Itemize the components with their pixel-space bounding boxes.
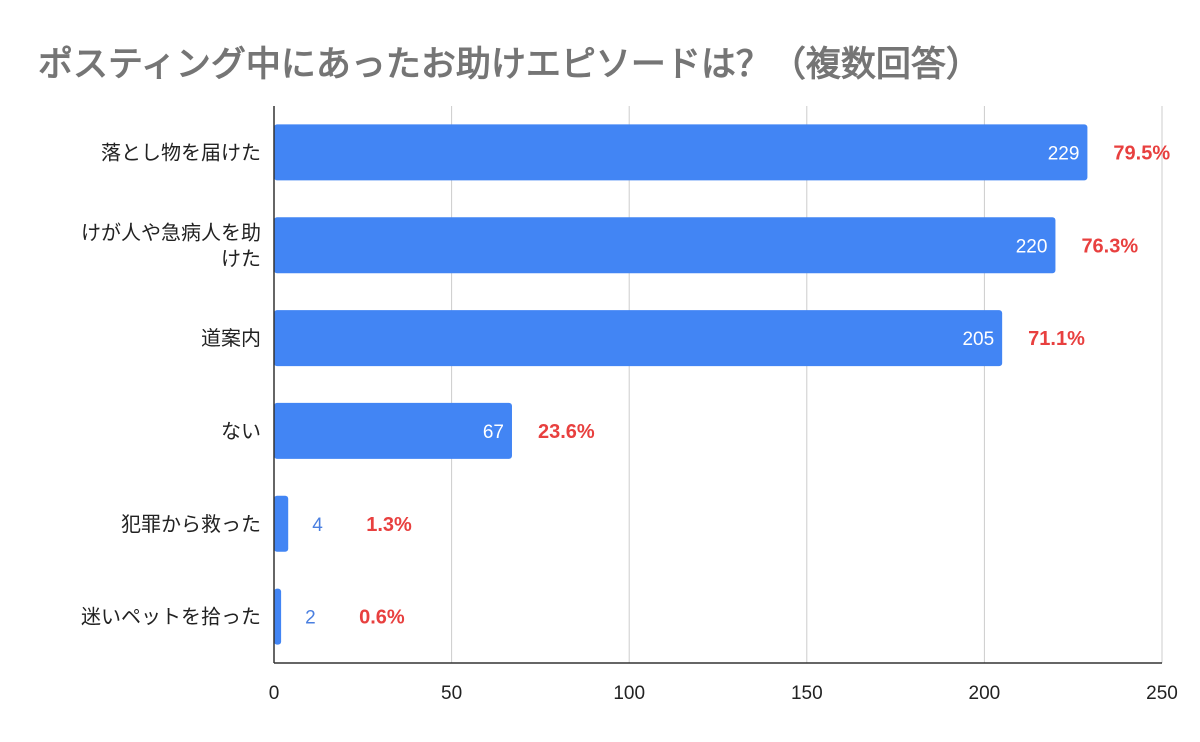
value-label: 220 <box>1016 236 1048 257</box>
bar <box>274 588 282 645</box>
percent-label: 23.6% <box>538 421 595 443</box>
value-label: 205 <box>962 329 994 350</box>
category-label: 迷いペットを拾った <box>81 605 261 629</box>
value-label: 4 <box>312 515 323 536</box>
x-tick-label: 200 <box>969 683 1001 704</box>
bar <box>274 495 289 552</box>
x-tick-label: 100 <box>613 683 645 704</box>
percent-label: 71.1% <box>1028 328 1085 350</box>
x-tick-label: 150 <box>791 683 823 704</box>
bar <box>274 217 1056 274</box>
chart-title: ポスティング中にあったお助けエピソードは？（複数回答） <box>38 45 981 85</box>
category-label: 道案内 <box>201 326 261 350</box>
percent-label: 76.3% <box>1081 235 1138 257</box>
value-label: 229 <box>1048 143 1080 164</box>
value-label: 67 <box>483 422 504 443</box>
category-label: 犯罪から救った <box>121 512 261 536</box>
category-label: けた <box>221 246 261 270</box>
percent-label: 1.3% <box>366 514 412 536</box>
percent-label: 79.5% <box>1113 142 1170 164</box>
category-label: ない <box>221 419 261 443</box>
value-label: 2 <box>305 608 316 629</box>
bar <box>274 310 1003 367</box>
x-tick-label: 0 <box>269 683 280 704</box>
category-label: けが人や急病人を助 <box>81 220 261 244</box>
bar <box>274 124 1088 181</box>
percent-label: 0.6% <box>359 607 405 629</box>
category-label: 落とし物を届けた <box>101 140 261 164</box>
x-tick-label: 250 <box>1146 683 1178 704</box>
x-tick-label: 50 <box>441 683 462 704</box>
bar <box>274 402 512 459</box>
